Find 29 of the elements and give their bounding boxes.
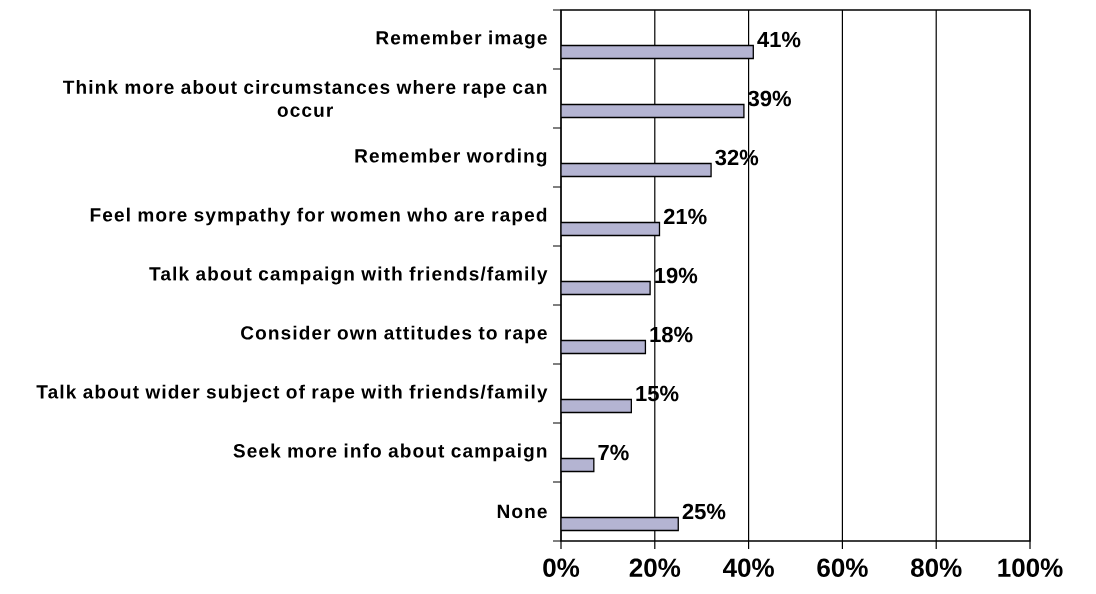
x-tick-label: 0% xyxy=(543,558,580,577)
bar xyxy=(561,103,745,119)
bar xyxy=(561,339,647,355)
y-tick-label: Talk about wider subject of rape with friends/family xyxy=(36,384,548,403)
x-tick-label: 100% xyxy=(998,558,1063,577)
bar xyxy=(561,44,754,60)
data-label: 41% xyxy=(757,31,801,48)
x-tick-label: 20% xyxy=(629,558,681,577)
y-tick-label: None xyxy=(497,504,547,519)
data-label: 7% xyxy=(598,444,629,461)
y-tick-label: Remember image xyxy=(376,30,547,49)
y-tick-label: Talk about campaign with friends/family xyxy=(149,266,548,285)
bar xyxy=(561,516,679,532)
x-tick-label: 60% xyxy=(817,558,868,577)
y-tick-label: Think more about circumstances where rape can occur xyxy=(63,80,547,117)
y-tick-label: Feel more sympathy for women who are raped xyxy=(90,207,547,226)
y-tick-label: Seek more info about campaign xyxy=(233,443,547,462)
x-tick-label: 40% xyxy=(722,558,774,577)
y-tick-label: Consider own attitudes to rape xyxy=(241,325,547,344)
y-tick-label: Remember wording xyxy=(355,148,547,167)
bar xyxy=(561,280,651,296)
data-label: 25% xyxy=(682,503,726,520)
bar xyxy=(561,221,661,237)
x-tick-label: 80% xyxy=(911,558,962,577)
bar xyxy=(561,162,712,178)
data-label: 19% xyxy=(655,267,698,284)
data-label: 21% xyxy=(663,208,707,225)
bar xyxy=(561,398,632,414)
data-label: 39% xyxy=(748,90,792,107)
